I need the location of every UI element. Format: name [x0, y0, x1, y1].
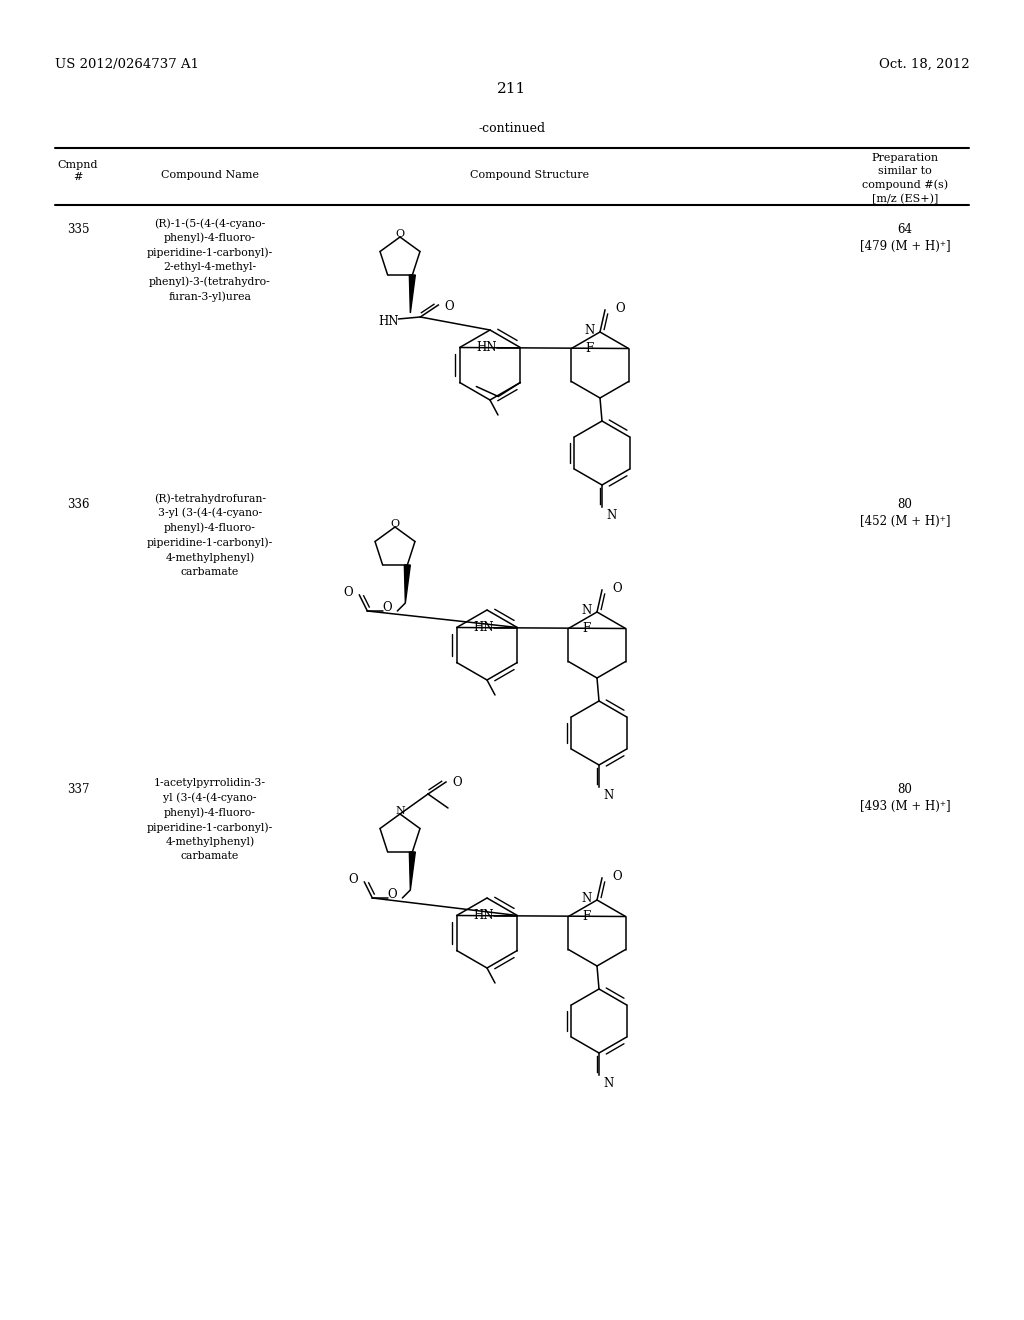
Text: O: O — [615, 301, 625, 314]
Text: HN: HN — [473, 620, 494, 634]
Text: O: O — [383, 602, 392, 615]
Text: F: F — [583, 622, 591, 635]
Text: (R)-1-(5-(4-(4-cyano-
phenyl)-4-fluoro-
piperidine-1-carbonyl)-
2-ethyl-4-methyl: (R)-1-(5-(4-(4-cyano- phenyl)-4-fluoro- … — [146, 218, 273, 302]
Text: (R)-tetrahydrofuran-
3-yl (3-(4-(4-cyano-
phenyl)-4-fluoro-
piperidine-1-carbony: (R)-tetrahydrofuran- 3-yl (3-(4-(4-cyano… — [146, 492, 273, 577]
Text: O: O — [452, 776, 462, 788]
Text: 336: 336 — [67, 498, 89, 511]
Text: 80
[493 (M + H)⁺]: 80 [493 (M + H)⁺] — [860, 783, 950, 813]
Text: Cmpnd: Cmpnd — [57, 160, 98, 170]
Polygon shape — [410, 275, 416, 313]
Text: N: N — [582, 891, 592, 904]
Text: Compound Structure: Compound Structure — [470, 170, 590, 180]
Text: O: O — [390, 519, 399, 529]
Text: O: O — [612, 870, 622, 883]
Text: N: N — [395, 807, 404, 816]
Text: O: O — [444, 301, 454, 313]
Text: F: F — [583, 909, 591, 923]
Text: N: N — [582, 603, 592, 616]
Text: O: O — [349, 874, 358, 887]
Text: US 2012/0264737 A1: US 2012/0264737 A1 — [55, 58, 199, 71]
Polygon shape — [404, 565, 411, 603]
Text: O: O — [395, 228, 404, 239]
Text: 64
[479 (M + H)⁺]: 64 [479 (M + H)⁺] — [860, 223, 950, 253]
Text: O: O — [344, 586, 353, 599]
Text: Preparation
similar to
compound #(s)
[m/z (ES+)]: Preparation similar to compound #(s) [m/… — [862, 153, 948, 203]
Text: N: N — [603, 789, 613, 803]
Text: 211: 211 — [498, 82, 526, 96]
Text: O: O — [387, 888, 397, 902]
Text: N: N — [603, 1077, 613, 1090]
Text: N: N — [585, 323, 595, 337]
Text: HN: HN — [378, 315, 398, 327]
Text: Oct. 18, 2012: Oct. 18, 2012 — [880, 58, 970, 71]
Text: O: O — [612, 582, 622, 594]
Text: HN: HN — [473, 909, 494, 921]
Text: 1-acetylpyrrolidin-3-
yl (3-(4-(4-cyano-
phenyl)-4-fluoro-
piperidine-1-carbonyl: 1-acetylpyrrolidin-3- yl (3-(4-(4-cyano-… — [146, 777, 273, 862]
Text: Compound Name: Compound Name — [161, 170, 259, 180]
Text: 335: 335 — [67, 223, 89, 236]
Text: N: N — [606, 510, 616, 521]
Text: 337: 337 — [67, 783, 89, 796]
Text: 80
[452 (M + H)⁺]: 80 [452 (M + H)⁺] — [860, 498, 950, 528]
Text: #: # — [74, 172, 83, 182]
Text: F: F — [586, 342, 594, 355]
Text: -continued: -continued — [478, 121, 546, 135]
Polygon shape — [410, 851, 416, 890]
Text: HN: HN — [476, 341, 497, 354]
